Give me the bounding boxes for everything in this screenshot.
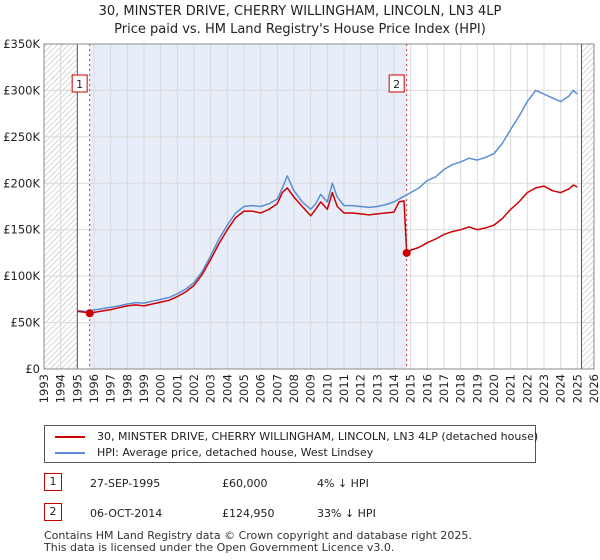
legend-label-property: 30, MINSTER DRIVE, CHERRY WILLINGHAM, LI… (97, 430, 539, 443)
x-tick-label: 2016 (420, 374, 434, 403)
sale-point (402, 248, 411, 257)
transaction-date: 06-OCT-2014 (90, 507, 163, 520)
y-tick-label: £300K (3, 83, 40, 97)
x-tick-label: 2005 (237, 374, 251, 403)
legend-label-hpi: HPI: Average price, detached house, West… (97, 446, 374, 459)
x-tick-label: 2024 (554, 374, 568, 403)
chart-subtitle: Price paid vs. HM Land Registry's House … (114, 22, 486, 37)
x-tick-label: 2010 (320, 374, 334, 403)
x-tick-label: 2004 (220, 374, 234, 403)
sale-label-box (388, 74, 405, 93)
transaction-hpi-diff: 33% ↓ HPI (317, 507, 376, 520)
x-tick-label: 1995 (70, 374, 84, 403)
x-tick-label: 2013 (370, 374, 384, 403)
footer-line: This data is licensed under the Open Gov… (44, 541, 395, 554)
x-tick-label: 1998 (120, 374, 134, 403)
transaction-number: 1 (44, 473, 62, 491)
x-tick-label: 2026 (587, 374, 600, 403)
x-tick-label: 2007 (270, 374, 284, 403)
sale-label-box (71, 74, 88, 93)
legend-item-hpi: HPI: Average price, detached house, West… (55, 445, 373, 461)
y-tick-label: £150K (3, 223, 40, 237)
x-tick-label: 2015 (404, 374, 418, 403)
legend-item-property: 30, MINSTER DRIVE, CHERRY WILLINGHAM, LI… (55, 429, 538, 445)
x-tick-label: 1996 (87, 374, 101, 403)
transaction-hpi-diff: 4% ↓ HPI (317, 477, 369, 490)
y-tick-label: £100K (3, 269, 40, 283)
property-price-line (77, 184, 578, 315)
x-tick-label: 2012 (354, 374, 368, 403)
x-tick-label: 2008 (287, 374, 301, 403)
no-data-region-end (581, 44, 594, 369)
x-tick-label: 2003 (204, 374, 218, 403)
x-tick-label: 2018 (454, 374, 468, 403)
footer-line: Contains HM Land Registry data © Crown c… (44, 529, 472, 542)
x-tick-label: 2009 (304, 374, 318, 403)
x-tick-label: 1993 (37, 374, 51, 403)
sale-label: 1 (76, 78, 83, 91)
transaction-date: 27-SEP-1995 (90, 477, 161, 490)
y-tick-label: £0 (25, 362, 40, 376)
chart-title: 30, MINSTER DRIVE, CHERRY WILLINGHAM, LI… (99, 4, 502, 19)
sale-point (85, 309, 94, 318)
sale-label: 2 (393, 78, 400, 91)
y-tick-label: £250K (3, 130, 40, 144)
x-tick-label: 2006 (254, 374, 268, 403)
x-tick-label: 2021 (504, 374, 518, 403)
x-tick-label: 2025 (570, 374, 584, 403)
x-tick-label: 2002 (187, 374, 201, 403)
x-tick-label: 2022 (520, 374, 534, 403)
legend-swatch-hpi (55, 452, 85, 454)
x-tick-label: 1997 (104, 374, 118, 403)
transaction-number: 2 (44, 503, 62, 521)
x-tick-label: 1994 (54, 374, 68, 403)
transaction-price: £60,000 (222, 477, 268, 490)
x-tick-label: 2019 (470, 374, 484, 403)
x-tick-label: 2017 (437, 374, 451, 403)
x-tick-label: 2000 (154, 374, 168, 403)
x-tick-label: 2020 (487, 374, 501, 403)
y-tick-label: £50K (11, 316, 41, 330)
plot-frame (43, 43, 595, 370)
x-tick-label: 1999 (137, 374, 151, 403)
x-tick-label: 2011 (337, 374, 351, 403)
hpi-line (77, 89, 578, 313)
transaction-price: £124,950 (222, 507, 275, 520)
y-tick-label: £200K (3, 176, 40, 190)
legend-swatch-property (55, 436, 85, 438)
x-tick-label: 2001 (170, 374, 184, 403)
y-tick-label: £350K (3, 37, 40, 51)
x-tick-label: 2023 (537, 374, 551, 403)
legend: 30, MINSTER DRIVE, CHERRY WILLINGHAM, LI… (44, 425, 538, 463)
x-tick-label: 2014 (387, 374, 401, 403)
footer-attribution: Contains HM Land Registry data © Crown c… (44, 530, 472, 554)
